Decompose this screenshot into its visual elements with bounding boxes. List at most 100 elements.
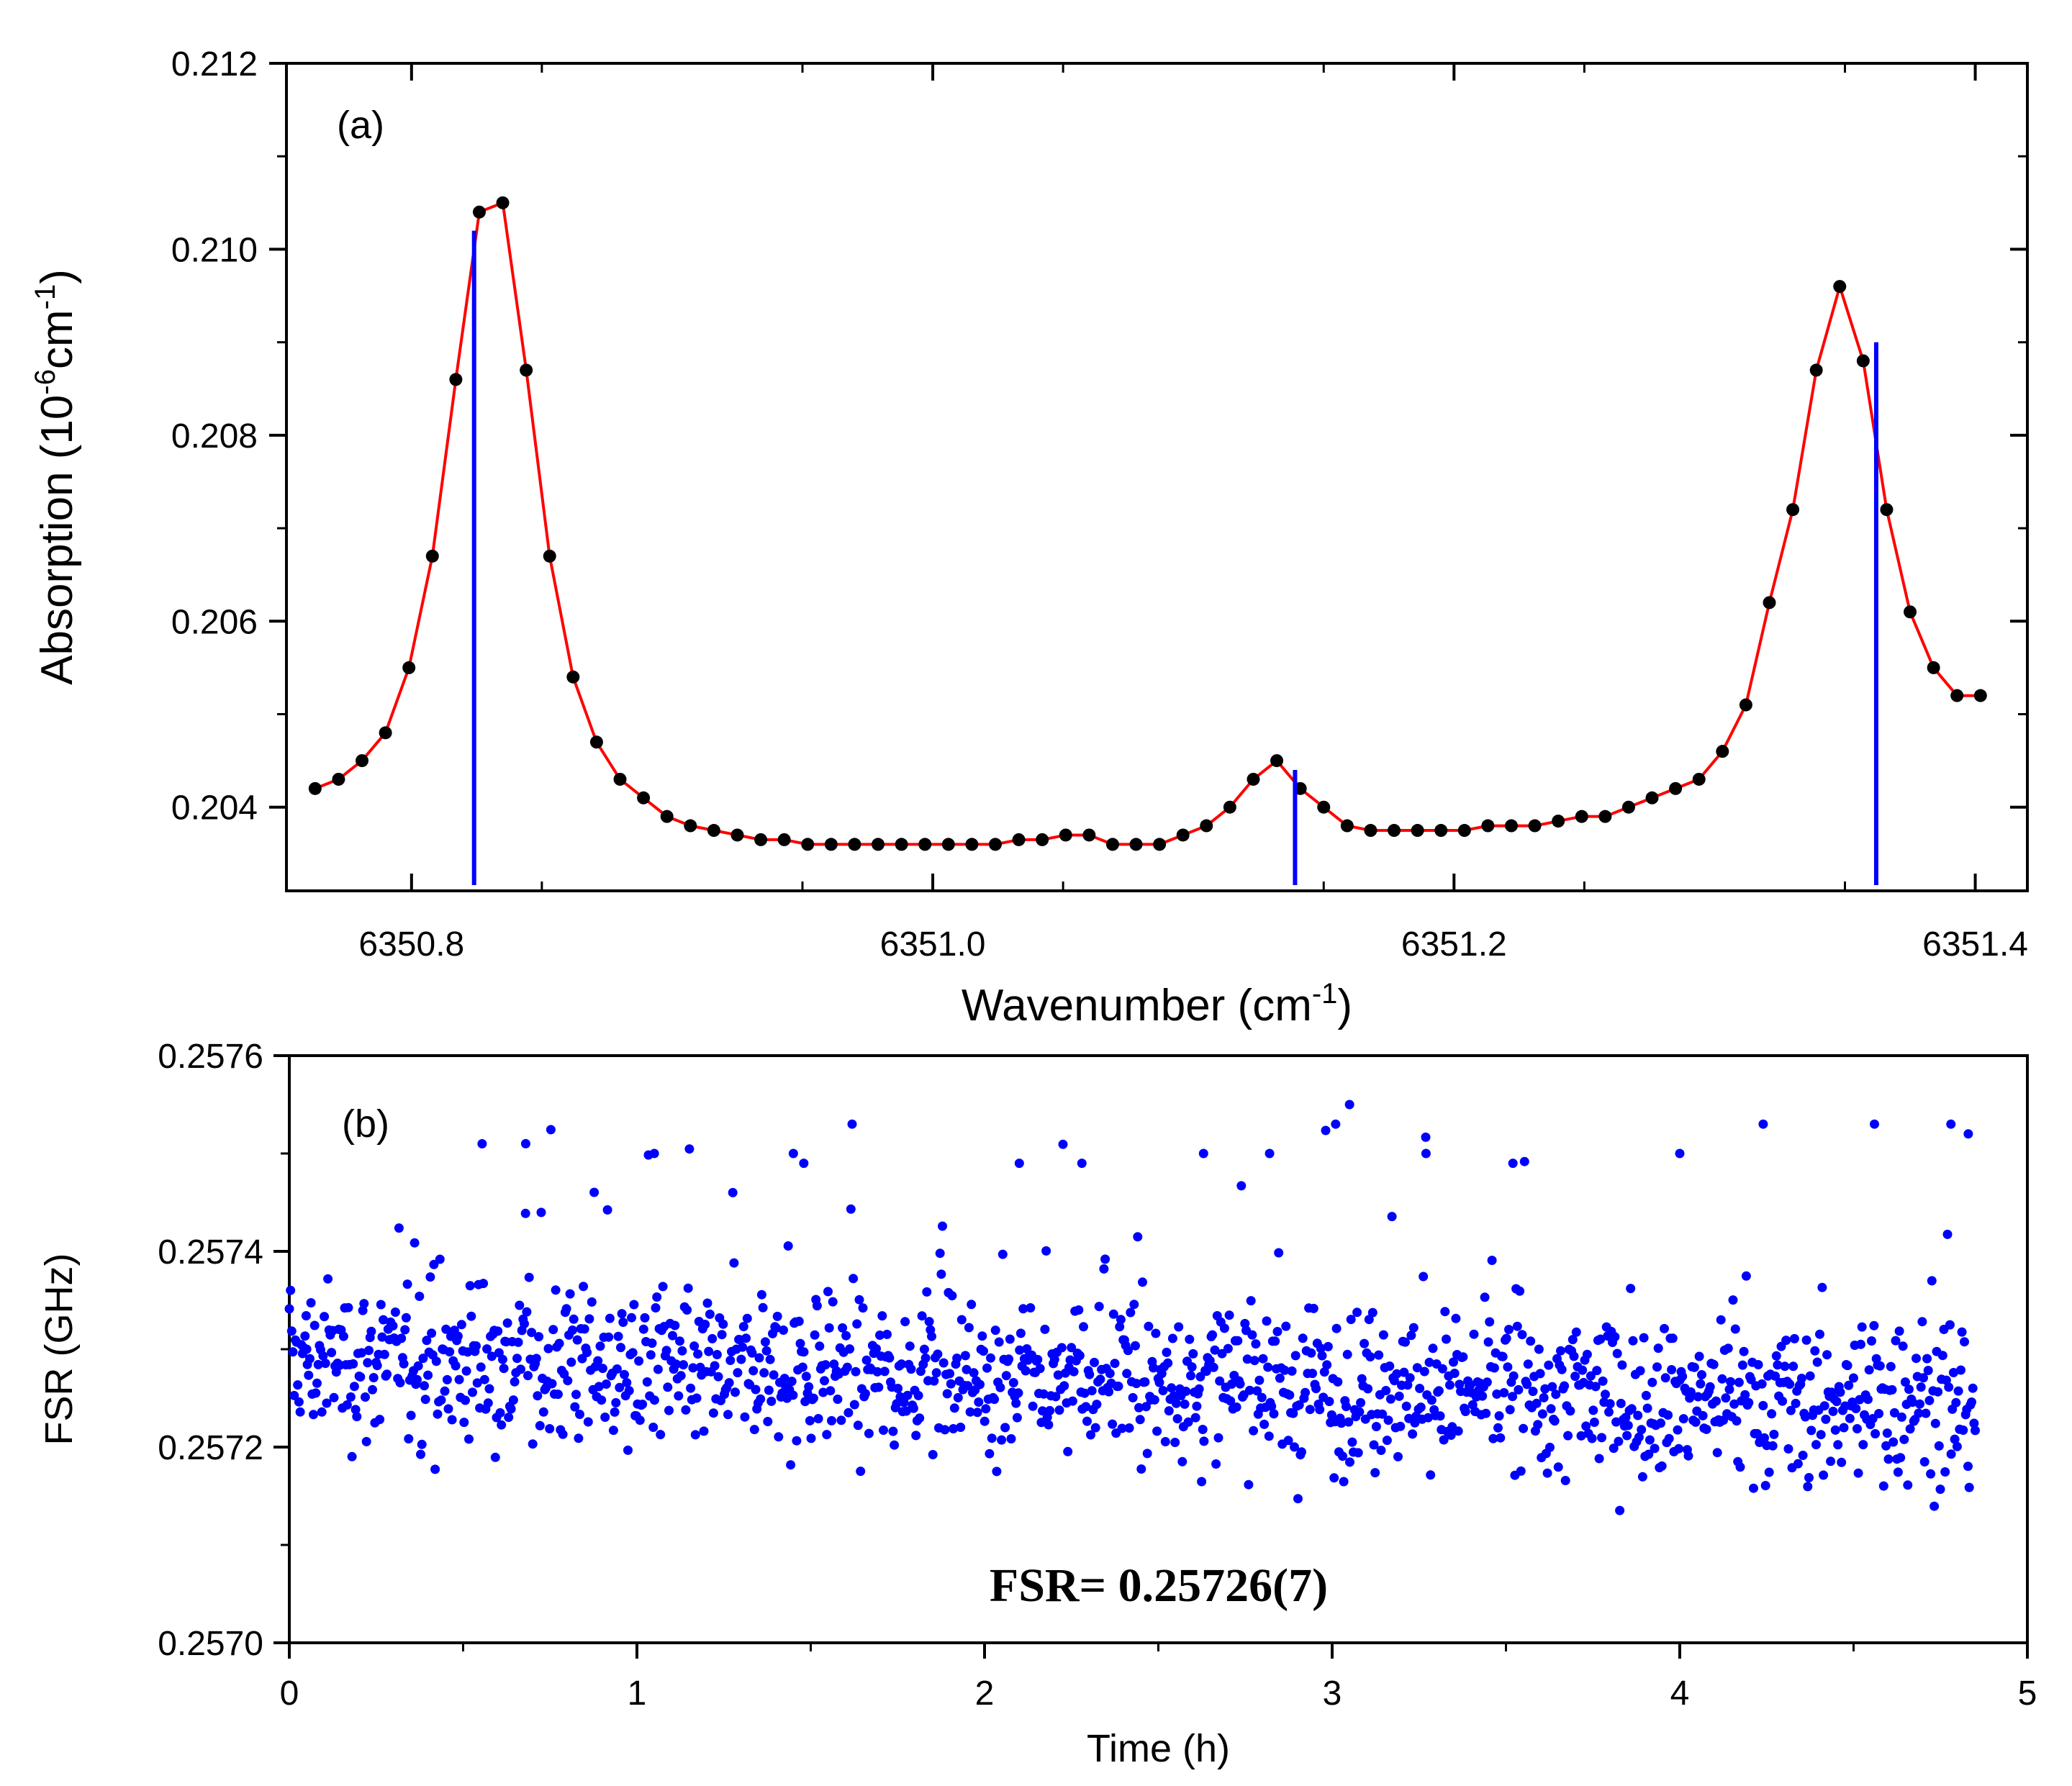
fsr-data-point bbox=[1419, 1271, 1429, 1282]
fsr-data-point bbox=[1626, 1284, 1636, 1294]
fsr-data-point bbox=[1833, 1440, 1843, 1450]
fsr-data-point bbox=[363, 1358, 373, 1368]
fsr-data-point bbox=[733, 1368, 743, 1378]
fsr-data-point bbox=[461, 1366, 471, 1376]
fsr-data-point bbox=[751, 1384, 761, 1395]
fsr-data-point bbox=[350, 1405, 361, 1415]
fsr-data-point bbox=[379, 1315, 389, 1325]
fsr-data-point bbox=[1547, 1382, 1557, 1392]
fsr-data-point bbox=[574, 1433, 584, 1443]
fsr-data-point bbox=[1028, 1401, 1038, 1411]
fsr-data-point bbox=[1058, 1139, 1068, 1149]
fsr-data-point bbox=[1805, 1371, 1815, 1381]
y-tick-label: 0.2576 bbox=[158, 1038, 263, 1076]
fsr-data-point bbox=[1532, 1398, 1542, 1408]
fsr-data-point bbox=[368, 1373, 379, 1382]
fsr-data-point bbox=[1578, 1365, 1588, 1375]
fsr-data-point bbox=[992, 1467, 1002, 1477]
fsr-data-point bbox=[1264, 1431, 1274, 1441]
fsr-data-point bbox=[1488, 1433, 1498, 1443]
fsr-data-point bbox=[510, 1377, 520, 1387]
fsr-data-point bbox=[656, 1430, 666, 1440]
fsr-data-point bbox=[820, 1376, 829, 1386]
fsr-data-point bbox=[1914, 1408, 1924, 1418]
fsr-data-point bbox=[949, 1403, 959, 1413]
fsr-data-point bbox=[604, 1332, 614, 1342]
fsr-data-point bbox=[1739, 1346, 1749, 1356]
fsr-data-point bbox=[892, 1399, 902, 1409]
fsr-data-point bbox=[729, 1258, 739, 1268]
fsr-data-point bbox=[979, 1346, 988, 1356]
fsr-data-point bbox=[1919, 1373, 1928, 1383]
fsr-data-point bbox=[375, 1415, 385, 1425]
fsr-data-point bbox=[322, 1398, 332, 1408]
fsr-data-point bbox=[1903, 1480, 1913, 1490]
fsr-data-point bbox=[1344, 1417, 1354, 1427]
fsr-data-point bbox=[1077, 1159, 1087, 1169]
fsr-data-point bbox=[717, 1330, 727, 1340]
measured-data-point bbox=[1809, 363, 1823, 377]
fsr-data-point bbox=[1616, 1398, 1626, 1408]
fsr-data-point bbox=[1560, 1381, 1570, 1391]
fsr-data-point bbox=[1588, 1405, 1598, 1415]
fsr-data-point bbox=[1174, 1322, 1184, 1332]
fsr-data-point bbox=[818, 1387, 828, 1397]
fsr-data-point bbox=[617, 1309, 627, 1319]
fsr-data-point bbox=[1900, 1377, 1910, 1387]
fsr-data-point bbox=[833, 1395, 843, 1404]
fsr-data-point bbox=[1000, 1423, 1010, 1433]
fsr-data-point bbox=[1839, 1423, 1849, 1433]
fsr-data-point bbox=[836, 1415, 846, 1425]
measured-data-point bbox=[1739, 698, 1752, 712]
panel-b-x-axis-title: Time (h) bbox=[1087, 1727, 1230, 1770]
fsr-data-point bbox=[960, 1351, 970, 1361]
fsr-data-point bbox=[747, 1348, 757, 1358]
fsr-data-point bbox=[905, 1341, 915, 1351]
fsr-data-point bbox=[1131, 1341, 1140, 1351]
fsr-data-point bbox=[1385, 1361, 1395, 1371]
fsr-data-point bbox=[522, 1307, 532, 1317]
fsr-data-point bbox=[558, 1429, 568, 1439]
fsr-data-point bbox=[1008, 1378, 1018, 1387]
fsr-data-point bbox=[760, 1337, 770, 1347]
fsr-data-point bbox=[668, 1331, 677, 1341]
fsr-data-point bbox=[413, 1361, 423, 1371]
fsr-data-point bbox=[311, 1388, 321, 1398]
fsr-data-point bbox=[471, 1341, 481, 1351]
fsr-data-point bbox=[628, 1348, 638, 1358]
fsr-data-point bbox=[1650, 1443, 1660, 1454]
fsr-data-point bbox=[1596, 1334, 1606, 1344]
fsr-data-point bbox=[1851, 1404, 1861, 1413]
fsr-data-point bbox=[1686, 1387, 1696, 1397]
fsr-data-point bbox=[1628, 1336, 1638, 1346]
fsr-data-point bbox=[1869, 1320, 1879, 1331]
fsr-data-point bbox=[1311, 1384, 1321, 1394]
fsr-data-point bbox=[1104, 1387, 1114, 1397]
fsr-data-point bbox=[312, 1378, 322, 1388]
fsr-data-point bbox=[1122, 1369, 1132, 1379]
fsr-data-point bbox=[949, 1424, 959, 1433]
measured-data-point bbox=[941, 838, 955, 851]
x-tick-label: 6351.2 bbox=[1401, 925, 1507, 964]
fsr-data-point bbox=[1863, 1395, 1873, 1405]
fsr-data-point bbox=[901, 1406, 911, 1416]
fsr-data-point bbox=[366, 1326, 376, 1336]
panel-a-plot-frame bbox=[285, 62, 2029, 892]
fsr-data-point bbox=[1716, 1315, 1726, 1325]
fsr-data-point bbox=[945, 1369, 955, 1379]
fsr-data-point bbox=[1442, 1334, 1451, 1344]
fsr-data-point bbox=[1615, 1505, 1625, 1515]
fsr-data-point bbox=[864, 1428, 874, 1438]
fsr-data-point bbox=[1697, 1370, 1706, 1379]
fsr-data-point bbox=[856, 1467, 866, 1477]
fsr-data-point bbox=[692, 1393, 702, 1403]
fsr-data-point bbox=[1812, 1357, 1822, 1367]
fsr-data-point bbox=[997, 1249, 1008, 1259]
fsr-data-point bbox=[1585, 1371, 1596, 1381]
fsr-data-point bbox=[1537, 1409, 1547, 1419]
fsr-data-point bbox=[512, 1354, 522, 1364]
measured-data-point bbox=[1200, 819, 1213, 833]
fsr-data-point bbox=[429, 1259, 439, 1269]
fsr-data-point bbox=[924, 1317, 934, 1327]
